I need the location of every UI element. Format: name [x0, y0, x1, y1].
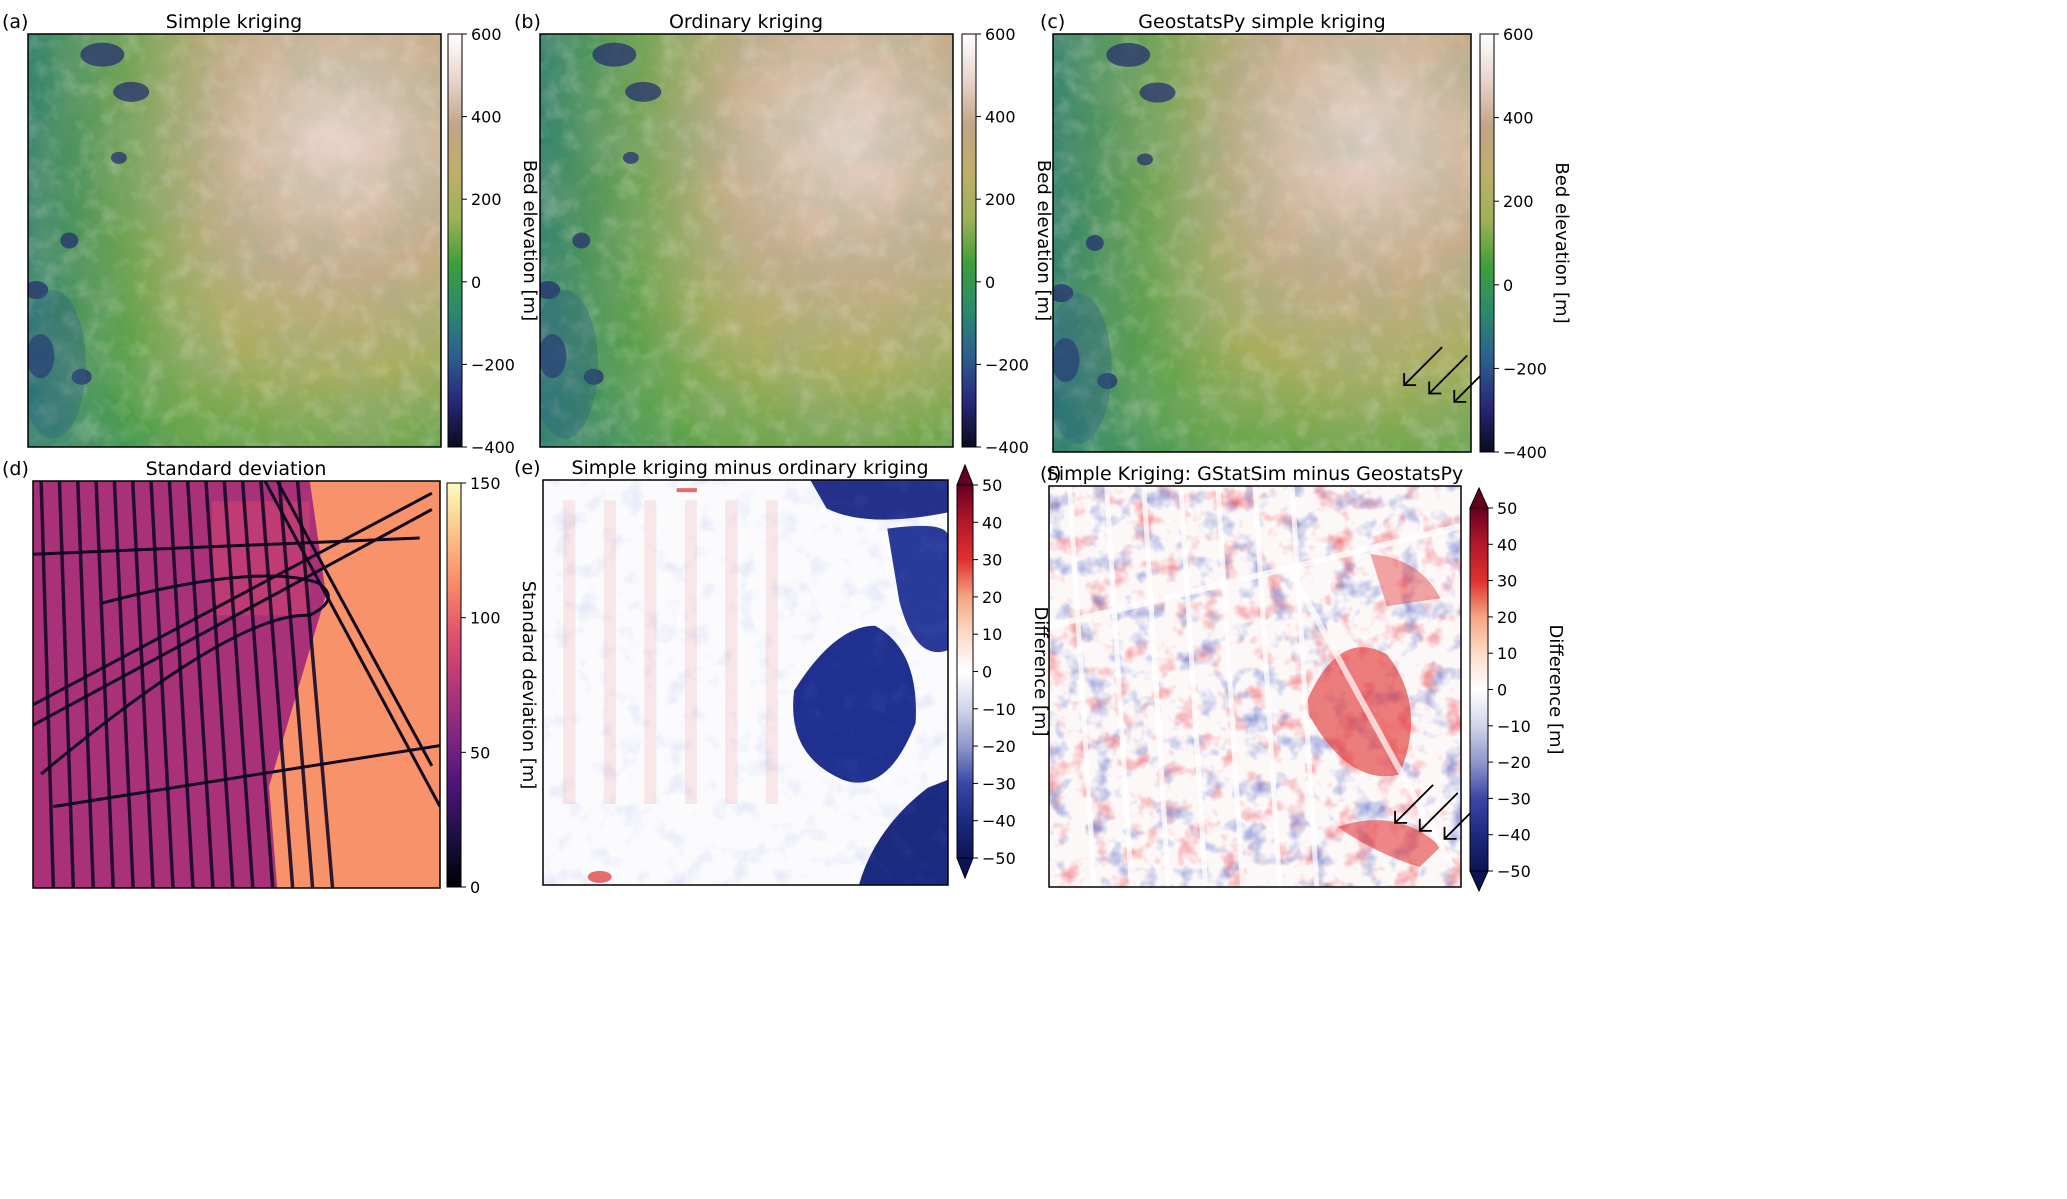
colorbar-tick-label: −200 [471, 355, 515, 374]
colorbar-tick-label: 0 [470, 878, 480, 897]
colorbar: 150 100 50 0 Standard deviation [m] [446, 474, 539, 897]
annotation-arrow [1419, 792, 1459, 832]
colorbar-tick-label: 0 [985, 273, 995, 292]
colorbar-tick-label: −10 [982, 700, 1016, 719]
colorbar-tick-label: −50 [982, 849, 1016, 868]
panel-title: Simple Kriging: GStatSim minus GeostatsP… [1047, 463, 1463, 485]
colorbar-label: Difference [m] [1545, 624, 1566, 754]
colorbar-tick-label: 30 [1497, 572, 1517, 591]
colorbar-tick-label: −400 [471, 438, 515, 457]
colorbar-tick-label: −50 [1497, 862, 1531, 881]
colorbar-tick-label: 0 [1503, 276, 1513, 295]
map-image [33, 481, 440, 888]
panel-label: (a) [2, 11, 28, 33]
colorbar-tick-label: 150 [470, 474, 501, 493]
colorbar-tick-label: −10 [1497, 717, 1531, 736]
panel-label: (c) [1040, 11, 1065, 33]
annotation-arrow [1428, 354, 1468, 395]
colorbar-tick-label: 50 [1497, 499, 1517, 518]
map-image [540, 34, 953, 447]
colorbar-tick-label: 20 [982, 588, 1002, 607]
colorbar-extend-bottom [956, 857, 974, 880]
panel-label: (b) [514, 11, 541, 33]
colorbar-tick-label: 200 [471, 190, 502, 209]
map-frame [539, 33, 954, 448]
panel-label: (d) [2, 458, 29, 480]
colorbar-tick-label: 20 [1497, 608, 1517, 627]
colorbar: 600 400 200 0 −200 −400 Bed elevation [m] [961, 25, 1054, 457]
colorbar-extend-top [956, 463, 974, 486]
panel-2: (b) Ordinary kriging 600 400 200 0 −200 −400 Bed… [514, 11, 1054, 457]
colorbar-label: Bed elevation [m] [1033, 160, 1054, 321]
map-image [28, 34, 441, 447]
colorbar-tick-label: 100 [470, 609, 501, 628]
colorbar-tick-label: 40 [982, 513, 1002, 532]
colorbar: 50 40 30 20 10 0 −10 −20 −30 −40 −50 Difference [m] [1469, 486, 1566, 893]
map-image [1049, 486, 1461, 887]
colorbar-tick-label: 40 [1497, 535, 1517, 554]
colorbar-tick-label: 10 [1497, 644, 1517, 663]
map-frame [27, 33, 442, 448]
map-image [543, 480, 948, 885]
map-frame [542, 479, 949, 886]
panel-6: (f)Simple Kriging: GStatSim minus Geosta… [1040, 463, 1566, 893]
colorbar-tick-label: −400 [985, 438, 1029, 457]
colorbar-tick-label: −40 [982, 812, 1016, 831]
panel-label: (f) [1040, 463, 1062, 485]
annotation-arrow [1394, 784, 1434, 824]
panel-title: Standard deviation [146, 458, 327, 480]
colorbar-tick-label: −30 [982, 774, 1016, 793]
colorbar-tick-label: 600 [1503, 25, 1534, 44]
colorbar-extend-top [1469, 486, 1489, 509]
colorbar-tick-label: 600 [471, 25, 502, 44]
map-frame [1048, 485, 1462, 888]
map-frame [1052, 33, 1472, 453]
colorbar-tick-label: 50 [470, 743, 490, 762]
panel-title: Ordinary kriging [669, 11, 823, 33]
colorbar: 50 40 30 20 10 0 −10 −20 −30 −40 −50 Difference [m] [956, 463, 1051, 880]
colorbar: 600 400 200 0 −200 −400 Bed elevation [m] [447, 25, 540, 457]
map-frame [32, 480, 441, 889]
colorbar-tick-label: 200 [1503, 192, 1534, 211]
colorbar-tick-label: 400 [985, 108, 1016, 127]
colorbar-tick-label: −20 [982, 737, 1016, 756]
colorbar-tick-label: 50 [982, 476, 1002, 495]
colorbar-tick-label: 0 [471, 273, 481, 292]
colorbar-label: Standard deviation [m] [518, 581, 539, 790]
colorbar-label: Bed elevation [m] [1551, 162, 1572, 323]
map-image [1053, 34, 1471, 452]
colorbar-tick-label: 10 [982, 625, 1002, 644]
colorbar-tick-label: 30 [982, 551, 1002, 570]
colorbar-tick-label: −40 [1497, 826, 1531, 845]
colorbar-extend-bottom [1469, 870, 1489, 893]
panel-3: (c) GeostatsPy simple kriging 600 400 200 0 −2… [1040, 11, 1572, 462]
panel-5: (e) Simple kriging minus ordinary kriging… [514, 457, 1051, 886]
colorbar-tick-label: −30 [1497, 789, 1531, 808]
panel-1: (a) Simple kriging 600 400 200 0 −200 −400 Bed e… [2, 11, 540, 457]
panel-title: GeostatsPy simple kriging [1138, 11, 1385, 33]
panel-4: (d) Standard deviation 150 100 50 0 Standard d… [2, 458, 539, 897]
annotation-arrow [1403, 346, 1443, 386]
panel-title: Simple kriging [166, 11, 302, 33]
colorbar-tick-label: −200 [985, 355, 1029, 374]
colorbar-label: Bed elevation [m] [519, 160, 540, 321]
colorbar-tick-label: −20 [1497, 753, 1531, 772]
colorbar-tick-label: −400 [1503, 443, 1547, 462]
colorbar-tick-label: 400 [1503, 109, 1534, 128]
colorbar: 600 400 200 0 −200 −400 Bed elevation [m] [1479, 25, 1572, 462]
colorbar-tick-label: 200 [985, 190, 1016, 209]
panel-label: (e) [514, 457, 541, 479]
colorbar-tick-label: 600 [985, 25, 1016, 44]
colorbar-tick-label: 0 [982, 663, 992, 682]
colorbar-label: Difference [m] [1030, 606, 1051, 736]
colorbar-tick-label: −200 [1503, 359, 1547, 378]
colorbar-tick-label: 400 [471, 108, 502, 127]
colorbar-tick-label: 0 [1497, 681, 1507, 700]
panel-title: Simple kriging minus ordinary kriging [571, 457, 928, 479]
